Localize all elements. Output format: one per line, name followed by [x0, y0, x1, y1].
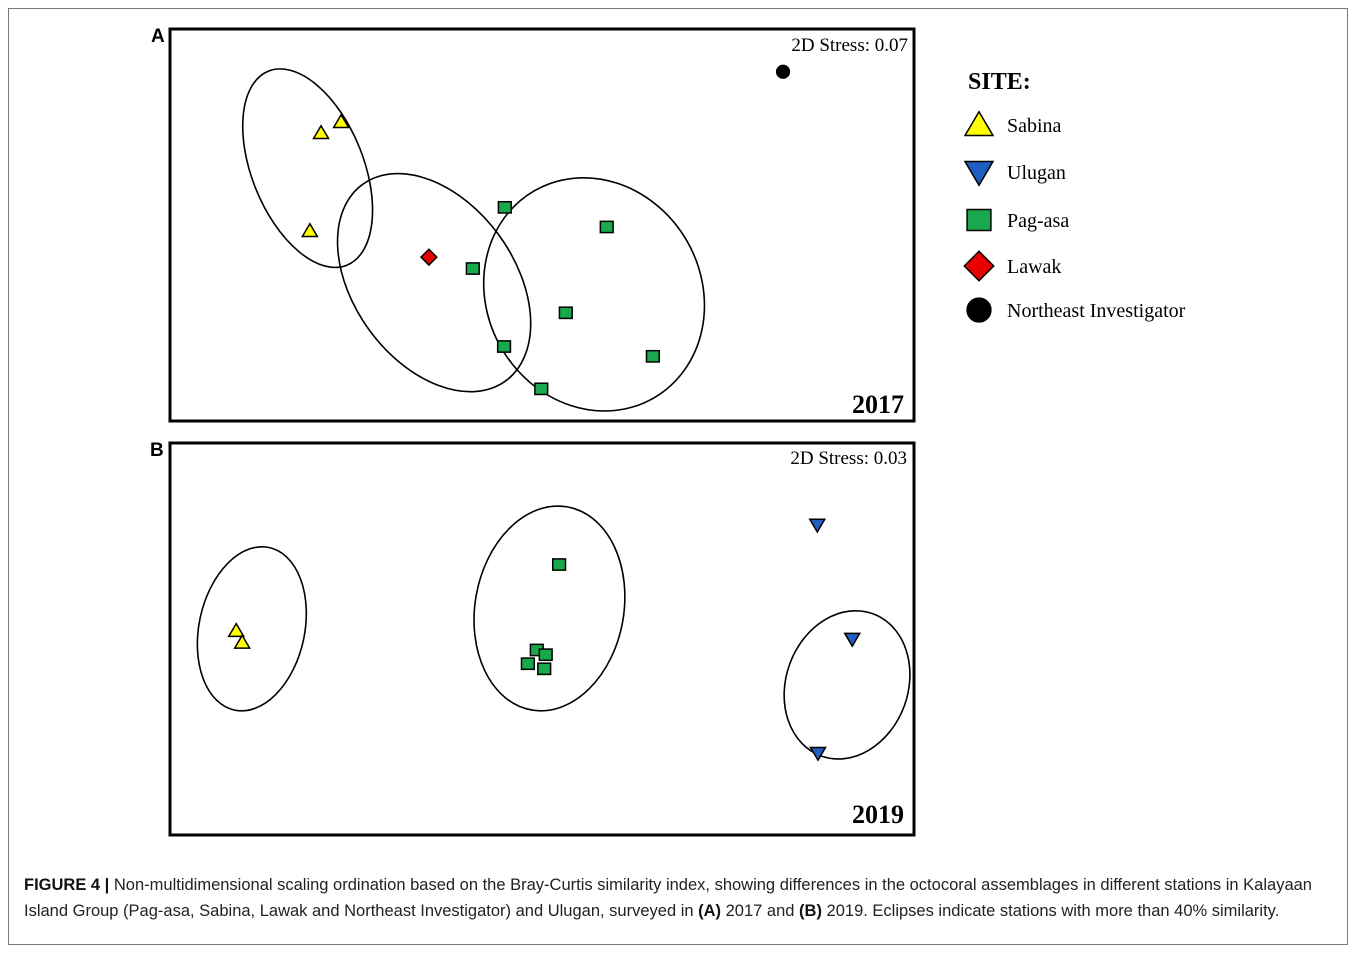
- caption-text-1: Non-multidimensional scaling ordination …: [24, 876, 1312, 920]
- figure-caption: FIGURE 4 | Non-multidimensional scaling …: [24, 873, 1340, 924]
- legend-label-pag-asa: Pag-asa: [1007, 210, 1069, 232]
- panel-a-point-pag-asa-6: [465, 262, 480, 275]
- legend-marker-ulugan: [963, 160, 995, 187]
- caption-label: FIGURE 4 |: [24, 876, 110, 894]
- caption-ref-b: (B): [799, 901, 822, 920]
- panel-b-point-ulugan-10: [809, 746, 827, 762]
- legend-marker-sabina: [963, 110, 995, 137]
- panel-a-border: [168, 27, 916, 423]
- panel-a-point-pag-asa-4: [497, 200, 512, 214]
- panel-a-similarity-ellipse-1: [241, 68, 374, 269]
- legend-label-lawak: Lawak: [1007, 256, 1061, 278]
- legend-marker-northeast-investigator: [966, 297, 992, 323]
- panel-a-letter: A: [151, 26, 165, 47]
- panel-a-stress: 2D Stress: 0.07: [791, 35, 908, 56]
- panel-b-letter: B: [150, 440, 164, 461]
- panel-a-point-pag-asa-10: [534, 382, 549, 396]
- caption-ref-a: (A): [698, 901, 722, 920]
- legend-label-ulugan: Ulugan: [1007, 162, 1066, 184]
- panel-b-point-ulugan-8: [808, 518, 827, 534]
- panel-b-similarity-ellipse-1: [196, 545, 308, 712]
- panel-a-point-pag-asa-5: [496, 340, 512, 353]
- panel-b-similarity-ellipse-2: [473, 505, 626, 712]
- panel-b-year: 2019: [852, 800, 904, 829]
- panel-a-point-lawak-11: [419, 248, 438, 267]
- panel-b-point-sabina-1: [227, 622, 246, 638]
- panel-b-plot: 2D Stress: 0.03 2019: [168, 441, 916, 837]
- panel-b-stress: 2D Stress: 0.03: [790, 448, 907, 469]
- panel-a-year: 2017: [852, 390, 904, 419]
- legend-marker-pag-asa: [966, 208, 992, 232]
- panel-a-point-pag-asa-7: [599, 220, 614, 234]
- panel-b-point-pag-asa-7: [537, 662, 552, 676]
- panel-a-point-northeast-investigator-12: [775, 64, 791, 79]
- caption-text-2: 2017 and: [721, 901, 800, 920]
- panel-a-similarity-ellipse-2: [336, 172, 532, 393]
- caption-text-3: 2019. Eclipses indicate stations with mo…: [821, 901, 1280, 920]
- legend: SITE: Sabina Ulugan Pag-asa Lawak Northeast …: [963, 69, 1186, 323]
- panel-b-point-pag-asa-5: [538, 648, 553, 662]
- panel-b-point-ulugan-9: [843, 632, 862, 648]
- legend-title: SITE:: [968, 69, 1031, 95]
- panel-b-point-pag-asa-3: [551, 558, 567, 571]
- legend-label-sabina: Sabina: [1007, 115, 1062, 137]
- legend-label-northeast-investigator: Northeast Investigator: [1007, 300, 1186, 322]
- panel-a-point-sabina-2: [332, 113, 350, 129]
- panel-a-point-sabina-3: [301, 222, 319, 238]
- panel-a-point-pag-asa-9: [645, 349, 660, 363]
- panel-a-plot: 2D Stress: 0.07 2017: [168, 27, 916, 423]
- figure-frame: [8, 8, 1348, 945]
- panel-a-point-sabina-1: [312, 124, 330, 140]
- panel-a-point-pag-asa-8: [558, 306, 573, 320]
- panel-b-point-pag-asa-6: [520, 657, 535, 671]
- panel-b-point-sabina-2: [233, 633, 251, 649]
- legend-marker-lawak: [963, 250, 995, 282]
